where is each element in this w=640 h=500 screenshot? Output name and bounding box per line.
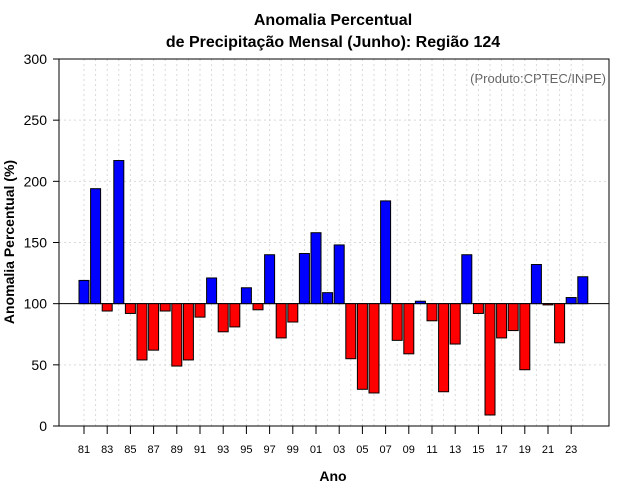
y-tick-label: 50: [31, 357, 47, 373]
x-tick-label: 11: [426, 444, 437, 456]
x-tick-label: 03: [333, 444, 345, 456]
bar-98: [275, 303, 287, 339]
bar-03: [333, 244, 345, 305]
bar-85: [124, 303, 136, 314]
bar-08: [391, 303, 403, 341]
credit-label: (Produto:CPTEC/INPE): [470, 71, 606, 86]
bar-00: [298, 253, 310, 305]
x-tick-label: 83: [101, 444, 113, 456]
bar-19: [519, 303, 531, 371]
bar-13: [449, 303, 461, 345]
y-tick-label: 100: [24, 296, 48, 312]
x-tick-label: 85: [124, 444, 136, 456]
bar-11: [426, 303, 438, 322]
bar-83: [101, 303, 113, 312]
x-tick-label: 19: [519, 444, 531, 456]
x-tick-label: 05: [356, 444, 368, 456]
bar-17: [496, 303, 508, 339]
bar-22: [554, 303, 566, 344]
bar-97: [264, 254, 276, 305]
bar-89: [171, 303, 183, 367]
bar-93: [217, 303, 229, 333]
bar-12: [438, 303, 450, 393]
bar-02: [322, 292, 334, 305]
x-tick-label: 23: [565, 444, 577, 456]
bar-06: [368, 303, 380, 394]
bar-16: [484, 303, 496, 416]
bar-81: [78, 279, 90, 305]
x-tick-label: 87: [147, 444, 159, 456]
bar-07: [380, 200, 392, 305]
x-tick-label: 91: [194, 444, 206, 456]
x-tick-label: 97: [263, 444, 275, 456]
bar-01: [310, 232, 322, 305]
bar-09: [403, 303, 415, 355]
bar-90: [182, 303, 194, 361]
x-tick-label: 89: [171, 444, 183, 456]
x-tick-label: 99: [287, 444, 299, 456]
bar-95: [240, 287, 252, 305]
bar-86: [136, 303, 148, 361]
x-tick-label: 21: [542, 444, 554, 456]
bar-15: [472, 303, 484, 314]
y-tick-label: 250: [24, 112, 48, 128]
y-tick-label: 300: [24, 51, 48, 67]
y-tick-label: 200: [24, 173, 48, 189]
bar-96: [252, 303, 264, 311]
bar-82: [90, 188, 102, 305]
bars: [78, 160, 589, 416]
bar-94: [229, 303, 241, 328]
x-tick-label: 13: [449, 444, 461, 456]
bar-18: [507, 303, 519, 332]
y-tick-label: 0: [39, 418, 47, 434]
bar-84: [113, 160, 125, 305]
bar-99: [287, 303, 299, 323]
bar-92: [206, 277, 218, 305]
x-tick-label: 95: [240, 444, 252, 456]
x-tick-label: 07: [379, 444, 391, 456]
bar-04: [345, 303, 357, 360]
bar-14: [461, 254, 473, 305]
bar-10: [414, 300, 426, 305]
bar-91: [194, 303, 206, 318]
bar-20: [530, 264, 542, 305]
y-axis-label: Anomalia Percentual (%): [1, 160, 17, 324]
x-tick-label: 17: [495, 444, 507, 456]
bar-21: [542, 303, 554, 306]
bar-88: [159, 303, 171, 312]
chart-title-line-2: de Precipitação Mensal (Junho): Região 1…: [166, 34, 500, 51]
chart-title-line-1: Anomalia Percentual: [254, 12, 412, 29]
bar-24: [577, 276, 589, 305]
bar-05: [356, 303, 368, 390]
x-tick-label: 01: [310, 444, 322, 456]
bar-23: [565, 297, 577, 305]
bar-87: [148, 303, 160, 351]
y-tick-label: 150: [24, 235, 48, 251]
x-axis-label: Ano: [319, 468, 346, 484]
x-tick-label: 81: [78, 444, 90, 456]
x-tick-label: 15: [472, 444, 484, 456]
x-tick-label: 93: [217, 444, 229, 456]
grid: [59, 58, 609, 427]
x-tick-label: 09: [403, 444, 415, 456]
